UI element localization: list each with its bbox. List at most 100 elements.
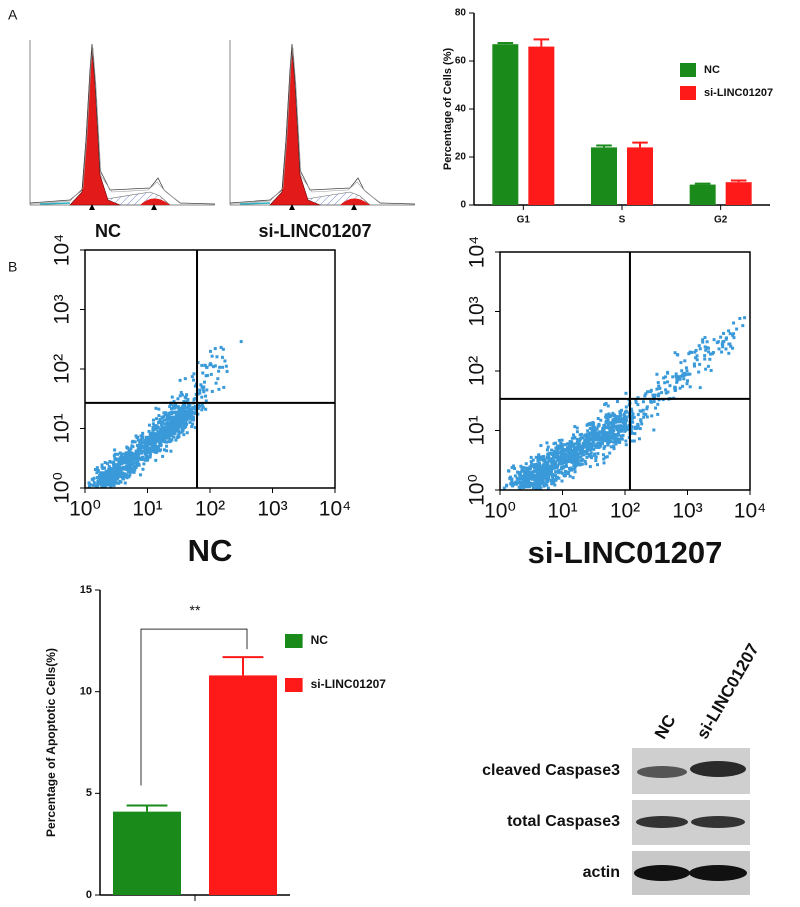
event-dot: [694, 356, 698, 360]
event-dot: [160, 431, 164, 435]
event-dot: [673, 386, 677, 390]
y-tick-label: 10³: [466, 296, 489, 326]
event-dot: [535, 462, 539, 466]
y-tick-label: 40: [455, 104, 467, 115]
event-dot: [165, 417, 169, 421]
event-dot: [165, 444, 169, 448]
event-dot: [133, 440, 137, 444]
event-dot: [629, 429, 633, 433]
event-dot: [149, 434, 153, 438]
event-dot: [536, 459, 540, 463]
event-dot: [640, 422, 644, 426]
event-dot: [177, 422, 181, 426]
histogram: [29, 39, 216, 211]
event-dot: [636, 396, 640, 400]
plot-frame: [84, 249, 336, 489]
legend-swatch: [285, 634, 303, 648]
legend-label: si-LINC01207: [311, 677, 387, 691]
y-tick-label: 0: [86, 889, 92, 901]
event-dot: [703, 354, 707, 358]
event-dot: [597, 441, 601, 445]
event-dot: [705, 340, 709, 344]
event-dot: [565, 460, 569, 464]
event-dot: [606, 434, 610, 438]
event-dot: [550, 474, 554, 478]
event-dot: [164, 440, 168, 444]
event-dot: [219, 345, 223, 349]
event-dot: [177, 414, 181, 418]
event-dot: [190, 425, 194, 429]
event-dot: [594, 443, 598, 447]
event-dot: [522, 484, 526, 488]
bar: [492, 44, 519, 206]
lane-label: si-LINC01207: [693, 640, 763, 742]
event-dot: [168, 430, 172, 434]
event-dot: [158, 444, 162, 448]
event-dot: [530, 470, 534, 474]
event-dot: [587, 447, 591, 451]
event-dot: [735, 327, 739, 331]
event-dot: [697, 370, 701, 374]
event-dot: [521, 480, 525, 484]
event-dot: [602, 446, 606, 450]
event-dot: [662, 376, 666, 380]
event-dot: [138, 442, 142, 446]
event-dot: [537, 454, 541, 458]
bar: [528, 46, 555, 205]
event-dot: [590, 456, 594, 460]
event-dot: [124, 464, 128, 468]
event-dot: [102, 475, 106, 479]
event-dot: [137, 463, 141, 467]
event-dot: [174, 403, 178, 407]
event-dot: [145, 436, 149, 440]
event-dot: [633, 425, 637, 429]
x-tick-label: 10⁴: [734, 500, 766, 523]
event-dot: [193, 404, 197, 408]
event-dot: [576, 460, 580, 464]
event-dot: [124, 454, 128, 458]
event-dot: [115, 466, 119, 470]
event-dot: [547, 475, 551, 479]
event-dot: [507, 469, 511, 473]
event-dot: [200, 363, 204, 367]
event-dot: [162, 434, 166, 438]
event-dot: [145, 450, 149, 454]
event-dot: [95, 466, 99, 470]
event-dot: [183, 395, 187, 399]
event-dot: [183, 412, 187, 416]
event-dot: [680, 369, 684, 373]
event-dot: [150, 438, 154, 442]
event-dot: [674, 374, 678, 378]
event-dot: [634, 400, 638, 404]
event-dot: [541, 464, 545, 468]
event-dot: [519, 473, 523, 477]
event-dot: [573, 455, 577, 459]
event-dot: [154, 426, 158, 430]
event-dot: [107, 470, 111, 474]
legend-swatch: [680, 63, 696, 77]
event-dot: [579, 459, 583, 463]
event-dot: [154, 406, 158, 410]
event-dot: [200, 385, 204, 389]
event-dot: [115, 477, 119, 481]
event-dot: [147, 450, 151, 454]
event-dot: [573, 466, 577, 470]
event-dot: [148, 440, 152, 444]
event-dot: [695, 354, 699, 358]
event-dot: [513, 467, 517, 471]
event-dot: [180, 393, 184, 397]
event-dot: [210, 354, 214, 358]
event-dot: [112, 454, 116, 458]
event-dot: [145, 447, 149, 451]
event-dot: [738, 316, 742, 320]
event-dot: [202, 390, 206, 394]
y-tick-label: 0: [460, 200, 466, 211]
event-dot: [583, 459, 587, 463]
event-dot: [579, 447, 583, 451]
event-dot: [668, 384, 672, 388]
event-dot: [100, 477, 104, 481]
event-dot: [170, 410, 174, 414]
event-dot: [172, 435, 176, 439]
event-dot: [143, 457, 147, 461]
event-dot: [607, 434, 611, 438]
